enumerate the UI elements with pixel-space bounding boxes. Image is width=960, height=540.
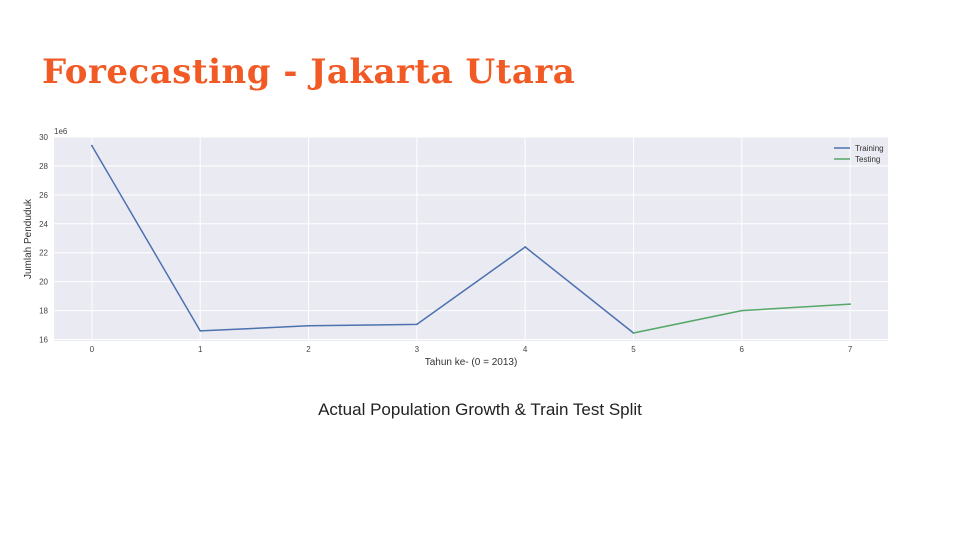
chart-legend: Training Testing: [834, 144, 884, 164]
slide-title: Forecasting - Jakarta Utara: [42, 52, 576, 92]
y-axis-label: Jumlah Penduduk: [23, 198, 34, 279]
y-tick-label: 18: [39, 307, 48, 316]
y-tick-label: 24: [39, 220, 48, 229]
series-lines: [91, 144, 851, 334]
x-tick-label: 3: [415, 345, 420, 354]
data-point-testing: [632, 332, 635, 334]
x-axis-label: Tahun ke- (0 = 2013): [425, 357, 518, 368]
data-point-training: [415, 323, 418, 326]
x-tick-label: 4: [523, 345, 528, 354]
legend-label: Training: [855, 144, 884, 153]
data-point-training: [524, 246, 527, 248]
chart-caption: Actual Population Growth & Train Test Sp…: [318, 400, 642, 419]
y-tick-label: 22: [39, 249, 48, 258]
series-line-training: [91, 145, 634, 334]
data-point-training: [91, 144, 93, 147]
plot-background: [54, 137, 888, 341]
y-offset-label: 1e6: [54, 127, 68, 136]
x-tick-label: 2: [306, 345, 311, 354]
y-tick-label: 20: [39, 278, 48, 287]
x-tick-label: 5: [631, 345, 636, 354]
y-tick-label: 28: [39, 162, 48, 171]
tick-labels: 0 1 2 3 4 5 6 7 16 18 20 22 24 26 28 30: [39, 133, 853, 354]
data-point-training: [307, 324, 310, 327]
x-tick-label: 7: [848, 345, 853, 354]
y-tick-label: 16: [39, 336, 48, 345]
data-point-training: [199, 329, 202, 332]
x-tick-label: 0: [90, 345, 95, 354]
data-point-testing: [740, 309, 743, 312]
x-tick-label: 6: [740, 345, 745, 354]
legend-label: Testing: [855, 155, 880, 164]
y-tick-label: 26: [39, 191, 48, 200]
data-point-testing: [849, 303, 851, 306]
grid-lines: [54, 136, 888, 341]
y-tick-label: 30: [39, 133, 48, 142]
x-tick-label: 1: [198, 345, 203, 354]
